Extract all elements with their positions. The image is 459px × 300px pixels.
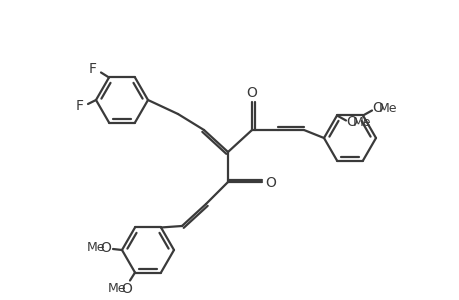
- Text: O: O: [121, 281, 132, 296]
- Text: O: O: [372, 101, 383, 116]
- Text: O: O: [246, 86, 257, 100]
- Text: Me: Me: [107, 282, 126, 295]
- Text: Me: Me: [352, 116, 370, 129]
- Text: O: O: [101, 241, 111, 255]
- Text: Me: Me: [87, 242, 105, 254]
- Text: F: F: [76, 99, 84, 113]
- Text: O: O: [265, 176, 276, 190]
- Text: F: F: [89, 62, 97, 76]
- Text: Me: Me: [378, 102, 397, 115]
- Text: O: O: [346, 116, 357, 130]
